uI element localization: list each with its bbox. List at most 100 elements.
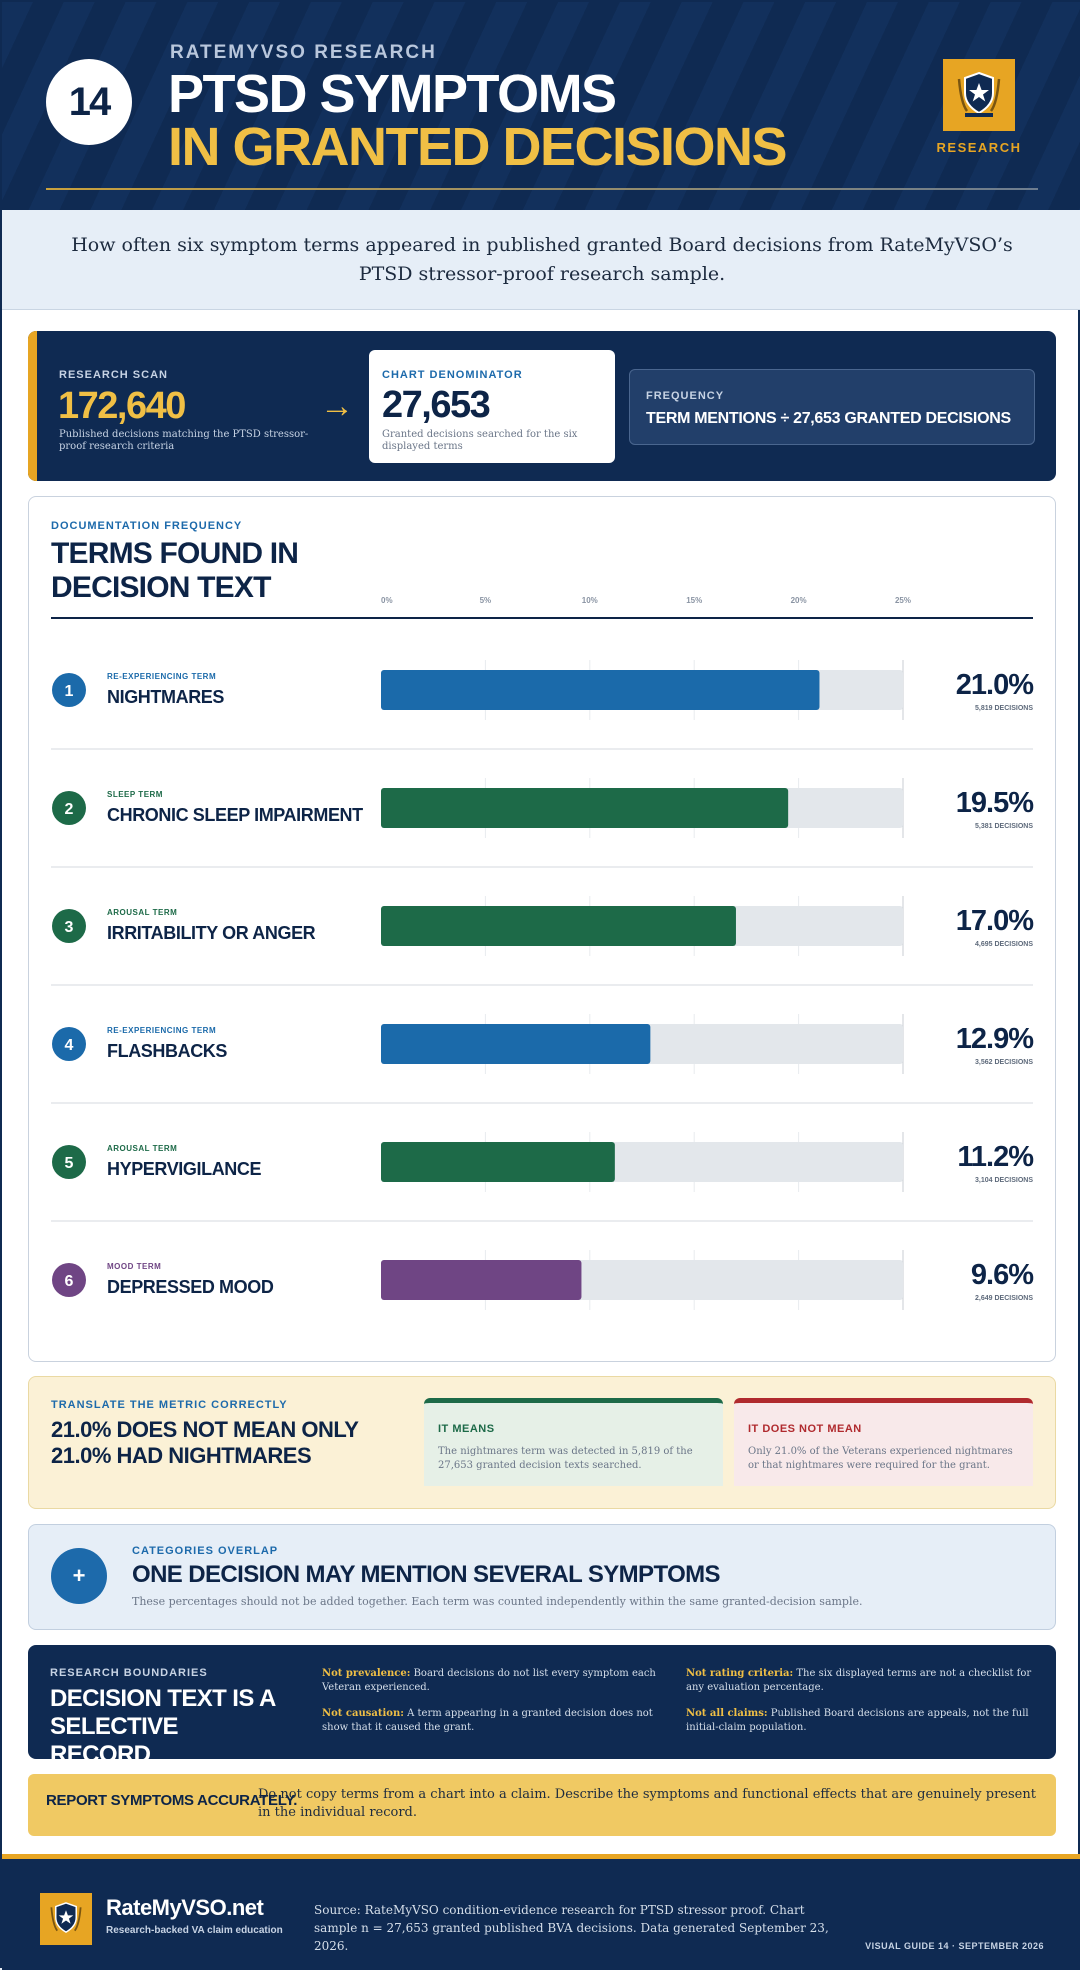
term-category: MOOD TERM: [107, 1262, 161, 1271]
x-tick-label: 5%: [480, 596, 492, 605]
report-label: REPORT SYMPTOMS ACCURATELY.: [46, 1792, 298, 1809]
boundary-text: Board decisions do not list every sympto…: [322, 1668, 656, 1693]
rank-circle: [52, 909, 86, 943]
x-tick-label: 0%: [381, 596, 393, 605]
research-scan-strip: RESEARCH SCAN 172,640 Published decision…: [28, 331, 1056, 481]
term-label: HYPERVIGILANCE: [107, 1159, 261, 1179]
categories-overlap-panel: + CATEGORIES OVERLAP ONE DECISION MAY ME…: [28, 1524, 1056, 1630]
boundary-term: Not rating criteria:: [686, 1668, 794, 1679]
boundary-item: Not all claims: Published Board decision…: [686, 1707, 1036, 1735]
it-means-box: IT MEANS The nightmares term was detecte…: [424, 1398, 723, 1486]
boundary-term: Not causation:: [322, 1708, 404, 1719]
rank-circle: [52, 1263, 86, 1297]
overlap-label: CATEGORIES OVERLAP: [132, 1545, 279, 1557]
scan-accent-bar: [28, 331, 37, 481]
footer: RateMyVSO.net Research-backed VA claim e…: [2, 1854, 1080, 1970]
rank-circle: [52, 791, 86, 825]
boundaries-title: DECISION TEXT IS A SELECTIVE RECORD: [50, 1685, 275, 1768]
term-category: AROUSAL TERM: [107, 1144, 177, 1153]
boundary-term: Not prevalence:: [322, 1668, 411, 1679]
it-means-heading: IT MEANS: [438, 1423, 495, 1435]
value-label: 21.0%: [956, 669, 1034, 701]
denominator-card: CHART DENOMINATOR 27,653 Granted decisio…: [369, 350, 615, 463]
boundaries-label: RESEARCH BOUNDARIES: [50, 1667, 208, 1679]
overlap-description: These percentages should not be added to…: [132, 1595, 863, 1608]
rank-circle: [52, 673, 86, 707]
x-tick-label: 15%: [686, 596, 702, 605]
frequency-card: FREQUENCY TERM MENTIONS ÷ 27,653 GRANTED…: [629, 369, 1035, 445]
value-label: 19.5%: [956, 787, 1034, 819]
count-label: 5,819 DECISIONS: [975, 705, 1033, 712]
boundary-text: A term appearing in a granted decision d…: [322, 1708, 653, 1733]
frequency-label: FREQUENCY: [646, 390, 725, 402]
bar-chart: 0% 5% 10% 15% 20% 25% 1 RE-EXPERIENCING TERM NIG…: [51, 596, 1035, 1310]
term-category: RE-EXPERIENCING TERM: [107, 672, 216, 681]
title-line-1: PTSD SYMPTOMS: [168, 64, 617, 124]
shield-star-icon: [943, 59, 1015, 131]
count-label: 5,381 DECISIONS: [975, 823, 1033, 830]
research-boundaries-panel: RESEARCH BOUNDARIES DECISION TEXT IS A S…: [28, 1645, 1056, 1768]
denominator-label: CHART DENOMINATOR: [382, 369, 523, 381]
plus-icon: +: [51, 1548, 107, 1604]
boundary-item: Not rating criteria: The six displayed t…: [686, 1667, 1036, 1695]
rank-circle: [52, 1027, 86, 1061]
rank-number: 5: [65, 1155, 74, 1172]
count-label: 4,695 DECISIONS: [975, 941, 1033, 948]
overlap-title: ONE DECISION MAY MENTION SEVERAL SYMPTOM…: [132, 1561, 721, 1588]
count-label: 2,649 DECISIONS: [975, 1295, 1033, 1302]
scan-description: Published decisions matching the PTSD st…: [59, 429, 309, 452]
denominator-description: Granted decisions searched for the six d…: [382, 429, 578, 452]
it-does-not-mean-box: IT DOES NOT MEAN Only 21.0% of the Veter…: [734, 1398, 1033, 1486]
frequency-formula: TERM MENTIONS ÷ 27,653 GRANTED DECISIONS: [646, 410, 1011, 427]
term-category: SLEEP TERM: [107, 790, 163, 799]
title-line-2: IN GRANTED DECISIONS: [168, 117, 788, 177]
report-text: Do not copy terms from a chart into a cl…: [258, 1787, 1036, 1820]
it-does-not-mean-heading: IT DOES NOT MEAN: [748, 1423, 862, 1435]
translate-label: TRANSLATE THE METRIC CORRECTLY: [51, 1399, 288, 1411]
term-label: CHRONIC SLEEP IMPAIRMENT: [107, 805, 363, 825]
rank-number: 4: [65, 1037, 74, 1054]
shield-star-icon: [40, 1893, 92, 1945]
footer-guide-label: VISUAL GUIDE 14 · SEPTEMBER 2026: [865, 1941, 1044, 1951]
x-tick-label: 10%: [582, 596, 598, 605]
bar: [381, 906, 736, 946]
value-label: 17.0%: [956, 905, 1034, 937]
intro-text: How often six symptom terms appeared in …: [71, 233, 1013, 285]
denominator-value: 27,653: [382, 384, 491, 426]
term-category: AROUSAL TERM: [107, 908, 177, 917]
translate-title: 21.0% DOES NOT MEAN ONLY 21.0% HAD NIGHT…: [51, 1417, 359, 1468]
boundary-text: Published Board decisions are appeals, n…: [686, 1708, 1029, 1733]
rank-number: 1: [65, 683, 74, 700]
chart-eyebrow: DOCUMENTATION FREQUENCY: [51, 520, 243, 532]
rank-number: 3: [65, 919, 74, 936]
value-label: 11.2%: [957, 1141, 1034, 1173]
term-label: FLASHBACKS: [107, 1041, 227, 1061]
issue-number-badge: 14: [46, 59, 132, 145]
bar: [381, 1142, 615, 1182]
boundary-term: Not all claims:: [686, 1708, 768, 1719]
scan-label: RESEARCH SCAN: [59, 369, 168, 381]
translate-metric-panel: TRANSLATE THE METRIC CORRECTLY 21.0% DOE…: [28, 1376, 1056, 1509]
term-label: DEPRESSED MOOD: [107, 1277, 274, 1297]
rank-number: 6: [65, 1273, 74, 1290]
bar: [381, 1260, 582, 1300]
count-label: 3,104 DECISIONS: [975, 1177, 1033, 1184]
header-divider: [46, 188, 1038, 190]
header: 14 RATEMYVSO RESEARCH PTSD SYMPTOMS IN G…: [2, 2, 1080, 210]
count-label: 3,562 DECISIONS: [975, 1059, 1033, 1066]
x-tick-label: 25%: [895, 596, 911, 605]
bar: [381, 670, 820, 710]
term-label: IRRITABILITY OR ANGER: [107, 923, 316, 943]
report-banner: REPORT SYMPTOMS ACCURATELY. Do not copy …: [28, 1774, 1056, 1836]
term-label: NIGHTMARES: [107, 687, 224, 707]
rank-circle: [52, 1145, 86, 1179]
term-category: RE-EXPERIENCING TERM: [107, 1026, 216, 1035]
arrow-right-icon: →: [320, 387, 354, 425]
boundary-item: Not causation: A term appearing in a gra…: [322, 1707, 672, 1735]
it-does-not-mean-text: Only 21.0% of the Veterans experienced n…: [748, 1446, 1013, 1471]
footer-source: Source: RateMyVSO condition-evidence res…: [314, 1903, 829, 1953]
it-means-text: The nightmares term was detected in 5,81…: [438, 1446, 693, 1471]
header-eyebrow: RATEMYVSO RESEARCH: [170, 42, 437, 63]
footer-brand[interactable]: RateMyVSO.net: [106, 1895, 264, 1920]
